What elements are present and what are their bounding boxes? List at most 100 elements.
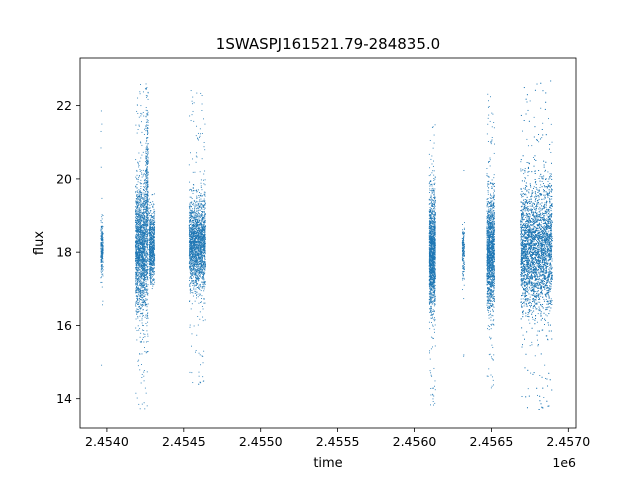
data-point: [142, 272, 144, 274]
data-point: [135, 218, 137, 220]
data-point: [193, 233, 195, 235]
data-point: [204, 262, 206, 264]
data-point: [197, 247, 199, 249]
data-point: [141, 312, 143, 314]
data-point: [199, 382, 201, 383]
data-point: [142, 233, 144, 235]
data-point: [152, 274, 154, 275]
data-point: [146, 351, 148, 353]
data-point: [192, 184, 194, 185]
data-point: [147, 131, 149, 133]
data-point: [204, 202, 206, 204]
data-point: [190, 231, 192, 233]
data-point: [148, 254, 150, 256]
data-point: [194, 261, 196, 263]
data-point: [197, 219, 199, 221]
data-point: [139, 353, 141, 355]
data-point: [200, 240, 202, 241]
data-point: [200, 253, 202, 255]
data-point: [139, 218, 141, 220]
data-point: [199, 268, 201, 270]
data-point: [143, 341, 145, 343]
data-point: [202, 272, 204, 274]
data-point: [202, 261, 203, 263]
data-point: [139, 251, 141, 253]
data-point: [142, 300, 144, 302]
data-point: [151, 194, 153, 196]
data-point: [202, 230, 204, 232]
data-point: [151, 238, 153, 240]
data-point: [135, 261, 137, 263]
data-point: [189, 239, 191, 241]
data-point: [191, 242, 193, 244]
data-point: [194, 236, 196, 238]
data-point: [141, 245, 143, 247]
data-point: [154, 258, 156, 260]
data-point: [193, 276, 194, 278]
data-point: [137, 210, 139, 212]
data-point: [138, 196, 140, 198]
data-point: [191, 244, 193, 246]
data-point: [190, 219, 192, 221]
data-point: [147, 294, 149, 296]
data-point: [145, 237, 147, 239]
data-point: [153, 264, 155, 266]
data-point: [198, 241, 200, 243]
data-point: [199, 246, 201, 248]
data-point: [140, 188, 142, 190]
data-point: [202, 241, 204, 243]
data-point: [196, 297, 197, 299]
data-point: [146, 205, 148, 207]
data-point: [202, 217, 203, 219]
data-point: [203, 264, 205, 266]
data-point: [146, 371, 148, 373]
data-point: [143, 247, 145, 249]
data-point: [144, 251, 146, 253]
data-point: [200, 204, 201, 206]
data-point: [136, 330, 138, 332]
data-point: [153, 260, 155, 262]
data-point: [149, 260, 151, 262]
data-point: [145, 180, 147, 182]
data-point: [142, 297, 144, 298]
data-point: [150, 262, 152, 263]
data-point: [138, 195, 140, 197]
data-point: [146, 253, 148, 255]
data-point: [143, 226, 145, 228]
data-point: [199, 223, 200, 225]
data-point: [195, 259, 197, 261]
data-point: [194, 284, 196, 286]
data-point: [203, 250, 205, 252]
data-point: [151, 215, 152, 217]
data-point: [154, 264, 155, 266]
data-point: [142, 309, 144, 311]
data-point: [153, 249, 155, 251]
data-point: [147, 208, 149, 210]
data-point: [100, 244, 102, 246]
data-point: [141, 364, 142, 365]
data-point: [102, 259, 104, 261]
data-point: [150, 274, 152, 276]
data-point: [190, 282, 192, 284]
data-point: [152, 248, 153, 250]
data-point: [191, 263, 193, 265]
data-point: [138, 233, 140, 235]
data-point: [198, 213, 200, 214]
data-point: [196, 204, 198, 206]
data-point: [137, 243, 138, 245]
data-point: [192, 216, 194, 218]
data-point: [190, 247, 192, 248]
data-point: [146, 128, 148, 130]
data-point: [192, 158, 194, 160]
data-point: [141, 249, 143, 251]
data-point: [140, 274, 142, 276]
data-point: [153, 248, 154, 250]
data-point: [142, 295, 144, 297]
data-point: [141, 290, 143, 292]
data-point: [194, 228, 196, 230]
data-point: [146, 198, 148, 200]
data-point: [200, 198, 202, 200]
data-point: [141, 256, 142, 258]
data-point: [192, 274, 194, 276]
data-point: [203, 283, 204, 285]
